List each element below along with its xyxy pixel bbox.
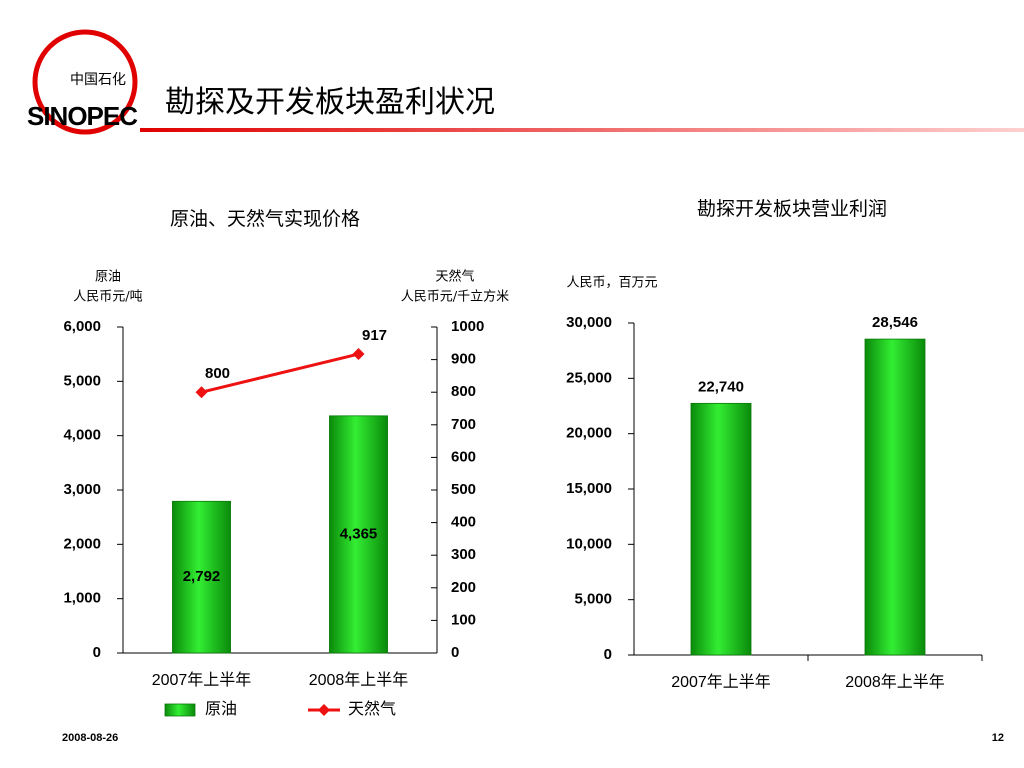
y2-tick-label: 900 bbox=[451, 351, 476, 368]
x-tick-label: 2007年上半年 bbox=[152, 671, 252, 689]
y2-tick-label: 0 bbox=[451, 644, 459, 661]
y-axis-label: 人民币元/吨 bbox=[73, 290, 142, 305]
title-rule bbox=[140, 128, 1024, 132]
data-label: 917 bbox=[362, 327, 387, 344]
y2-tick-label: 100 bbox=[451, 611, 476, 628]
y-tick-label: 0 bbox=[604, 646, 612, 663]
logo-ring bbox=[32, 29, 138, 135]
marker bbox=[352, 348, 365, 361]
logo-cn: 中国石化 bbox=[70, 72, 126, 88]
x-tick-label: 2007年上半年 bbox=[671, 673, 771, 691]
y-tick-label: 20,000 bbox=[566, 425, 612, 442]
chart-title: 勘探开发板块营业利润 bbox=[697, 198, 887, 220]
y-tick-label: 4,000 bbox=[63, 427, 101, 444]
chart-title: 原油、天然气实现价格 bbox=[170, 208, 360, 230]
y-tick-label: 2,000 bbox=[63, 535, 101, 552]
x-tick-label: 2008年上半年 bbox=[845, 673, 945, 691]
y-tick-label: 15,000 bbox=[566, 480, 612, 497]
data-label: 4,365 bbox=[340, 525, 378, 542]
data-label: 800 bbox=[205, 365, 230, 382]
y-tick-label: 1,000 bbox=[63, 590, 101, 607]
logo: 中国石化 SINOPEC bbox=[27, 29, 139, 135]
bar bbox=[864, 338, 926, 656]
y-tick-label: 30,000 bbox=[566, 314, 612, 331]
y-tick-label: 0 bbox=[93, 644, 101, 661]
data-label: 28,546 bbox=[872, 314, 918, 331]
y2-tick-label: 600 bbox=[451, 448, 476, 465]
y-tick-label: 5,000 bbox=[63, 372, 101, 389]
page-number: 12 bbox=[992, 732, 1004, 744]
data-label: 22,740 bbox=[698, 378, 744, 395]
x-tick-label: 2008年上半年 bbox=[309, 671, 409, 689]
bar bbox=[690, 402, 752, 656]
y2-axis-label: 天然气 bbox=[435, 269, 474, 285]
bar bbox=[329, 415, 388, 654]
y-tick-label: 10,000 bbox=[566, 535, 612, 552]
y-axis-label: 人民币，百万元 bbox=[566, 276, 657, 291]
slide-title: 勘探及开发板块盈利状况 bbox=[165, 85, 495, 120]
y-axis-label: 原油 bbox=[95, 270, 121, 285]
y-tick-label: 25,000 bbox=[566, 369, 612, 386]
y-tick-label: 5,000 bbox=[574, 591, 612, 608]
y2-tick-label: 700 bbox=[451, 416, 476, 433]
data-label: 2,792 bbox=[183, 568, 221, 585]
logo-en: SINOPEC bbox=[27, 101, 138, 131]
y2-axis-label: 人民币元/千立方米 bbox=[401, 289, 509, 305]
y2-tick-label: 1000 bbox=[451, 318, 484, 335]
y-tick-label: 6,000 bbox=[63, 318, 101, 335]
y-tick-label: 3,000 bbox=[63, 481, 101, 498]
y2-tick-label: 500 bbox=[451, 481, 476, 498]
y2-tick-label: 800 bbox=[451, 383, 476, 400]
bar bbox=[172, 500, 231, 654]
legend-label: 原油 bbox=[205, 700, 237, 718]
line bbox=[201, 352, 359, 394]
legend-label: 天然气 bbox=[348, 700, 396, 718]
y2-tick-label: 200 bbox=[451, 579, 476, 596]
footer-date: 2008-08-26 bbox=[62, 732, 118, 744]
y2-tick-label: 400 bbox=[451, 514, 476, 531]
y2-tick-label: 300 bbox=[451, 546, 476, 563]
legend-marker bbox=[318, 704, 330, 716]
legend-swatch bbox=[164, 703, 196, 717]
marker bbox=[195, 386, 208, 399]
